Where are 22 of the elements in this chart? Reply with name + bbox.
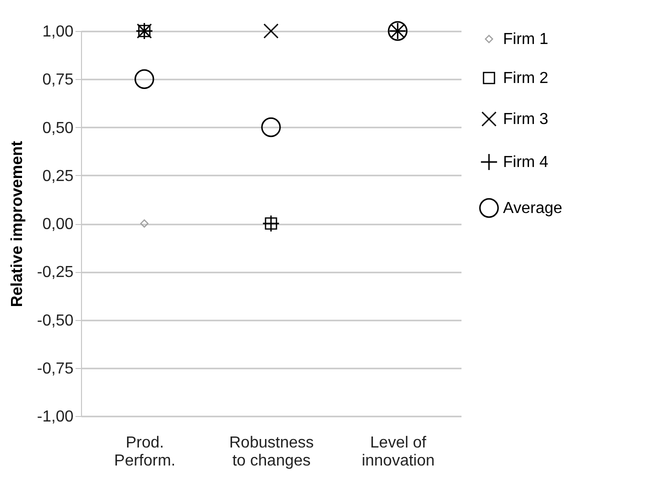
legend-label: Firm 2 — [503, 70, 548, 87]
y-tick-label: -0,75 — [37, 360, 74, 378]
y-tick-label: 0,75 — [42, 72, 74, 89]
y-tick-label: -1,00 — [37, 408, 74, 426]
legend-label: Firm 3 — [503, 111, 548, 128]
y-tick-label: -0,50 — [37, 312, 74, 330]
point — [261, 117, 281, 138]
legend-label: Firm 4 — [503, 154, 548, 171]
y-tick-label: 0,25 — [42, 168, 74, 185]
legend-label: Average — [503, 200, 562, 217]
y-tick-label: -0,25 — [37, 264, 74, 282]
x-tick-label: Level of innovation — [362, 434, 435, 470]
y-tick-label: 1,00 — [42, 24, 74, 40]
legend-label: Firm 1 — [503, 31, 548, 48]
point — [134, 69, 154, 89]
y-tick-label: 0,00 — [42, 216, 74, 233]
point — [263, 23, 279, 39]
x-tick-label: Prod. Perform. — [114, 434, 176, 470]
y-tick-label: 0,50 — [42, 120, 74, 137]
x-tick-label: Robustness to changes — [229, 434, 314, 470]
point — [140, 219, 148, 228]
y-axis-title: Relative improvement — [9, 140, 26, 308]
